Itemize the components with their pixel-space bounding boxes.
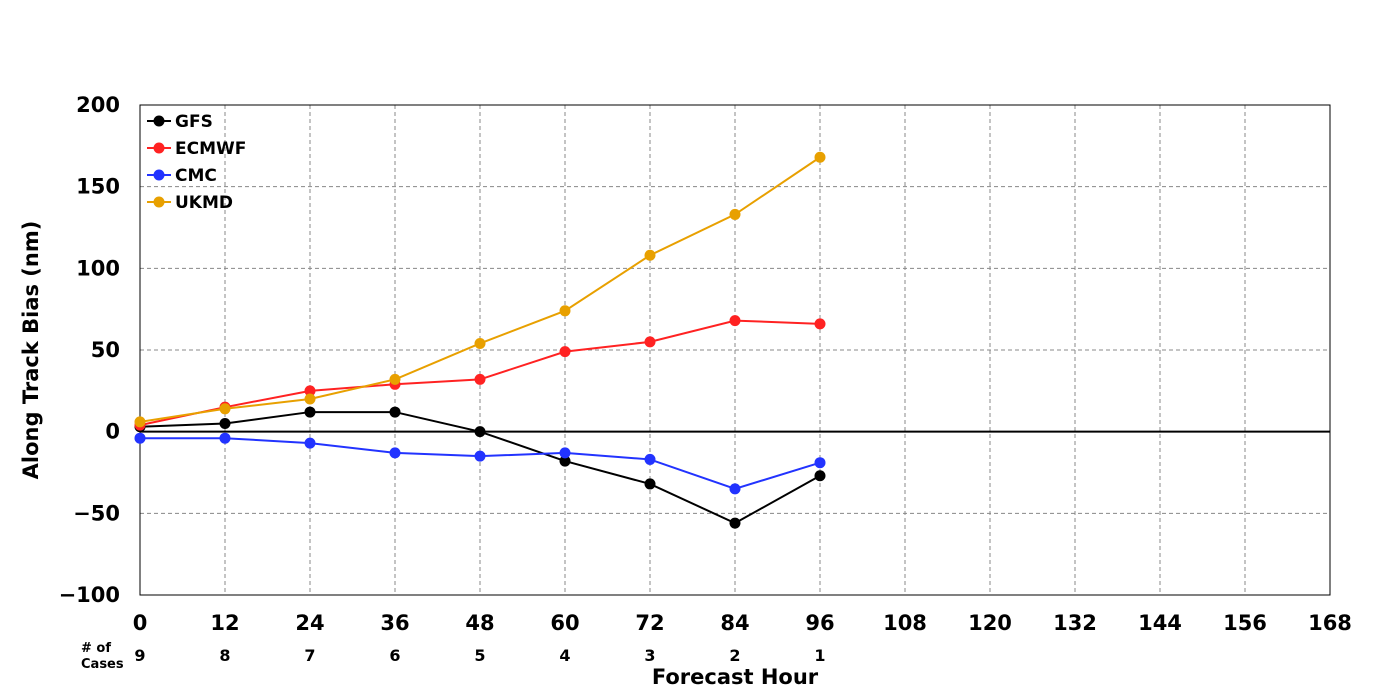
legend-item-gfs: GFS <box>147 112 213 132</box>
series-cmc <box>134 432 826 495</box>
data-point-cmc <box>134 432 146 444</box>
y-axis-title: Along Track Bias (nm) <box>19 221 43 480</box>
x-tick-label: 156 <box>1223 611 1267 635</box>
y-tick-label: 0 <box>105 420 120 444</box>
cases-header-line2: Cases <box>81 657 124 672</box>
case-count-label: 6 <box>389 646 400 665</box>
data-point-ukmd <box>644 249 656 261</box>
x-tick-label: 144 <box>1138 611 1182 635</box>
data-point-ukmd <box>389 373 401 385</box>
legend: GFS ECMWF CMC UKMD <box>147 112 246 213</box>
case-count-label: 7 <box>304 646 315 665</box>
case-count-label: 4 <box>559 646 570 665</box>
data-point-ukmd <box>729 208 741 220</box>
legend-label: ECMWF <box>175 139 246 159</box>
x-tick-label: 60 <box>550 611 579 635</box>
x-tick-label: 96 <box>805 611 834 635</box>
plot-frame <box>139 104 1331 596</box>
data-point-cmc <box>729 483 741 495</box>
data-point-gfs <box>474 426 486 438</box>
x-tick-label: 168 <box>1308 611 1352 635</box>
case-count-label: 8 <box>219 646 230 665</box>
case-count-label: 1 <box>814 646 825 665</box>
legend-label: GFS <box>175 112 213 132</box>
data-point-gfs <box>644 478 656 490</box>
legend-swatch-marker <box>153 142 165 154</box>
data-point-ecmwf <box>559 346 571 358</box>
data-point-gfs <box>304 406 316 418</box>
data-point-ukmd <box>219 403 231 415</box>
data-point-ukmd <box>559 305 571 317</box>
legend-swatch-marker <box>153 169 165 181</box>
x-tick-label: 132 <box>1053 611 1097 635</box>
data-point-gfs <box>389 406 401 418</box>
legend-label: CMC <box>175 166 217 186</box>
x-tick-label: 72 <box>635 611 664 635</box>
data-point-gfs <box>219 418 231 429</box>
x-tick-label: 0 <box>133 611 148 635</box>
data-point-ecmwf <box>814 318 826 330</box>
case-count-label: 2 <box>729 646 740 665</box>
series-gfs <box>134 406 826 529</box>
y-tick-label: 150 <box>76 175 120 199</box>
series-lines <box>134 151 826 529</box>
data-point-ukmd <box>304 393 316 405</box>
data-point-cmc <box>474 450 486 462</box>
legend-swatch-marker <box>153 115 165 127</box>
data-point-ecmwf <box>729 315 741 327</box>
series-ukmd <box>134 151 826 428</box>
data-point-gfs <box>814 470 826 482</box>
y-tick-label: −50 <box>73 501 120 525</box>
y-tick-label: 100 <box>76 256 120 280</box>
data-point-gfs <box>729 517 741 529</box>
legend-swatch-marker <box>153 196 165 208</box>
x-tick-labels: 0 12 24 36 48 60 72 84 96 108 120 132 144 156 168 <box>133 611 1352 635</box>
x-tick-label: 36 <box>380 611 409 635</box>
x-tick-label: 84 <box>720 611 749 635</box>
y-tick-label: −100 <box>59 583 120 607</box>
cases-row: # of Cases 9 8 7 6 5 4 3 2 1 <box>81 641 826 672</box>
data-point-cmc <box>644 453 656 465</box>
case-count-label: 3 <box>644 646 655 665</box>
y-tick-labels: −100 −50 0 50 100 150 200 <box>59 93 120 607</box>
legend-item-ecmwf: ECMWF <box>147 139 246 159</box>
y-tick-label: 200 <box>76 93 120 117</box>
x-tick-label: 108 <box>883 611 927 635</box>
data-point-ecmwf <box>304 385 316 397</box>
data-point-cmc <box>559 447 571 459</box>
x-axis-title: Forecast Hour <box>652 665 819 689</box>
data-point-ukmd <box>474 337 486 349</box>
data-point-ukmd <box>814 151 826 163</box>
x-tick-label: 120 <box>968 611 1012 635</box>
data-point-gfs <box>559 455 571 467</box>
data-point-ecmwf <box>644 336 656 348</box>
case-count-label: 5 <box>474 646 485 665</box>
cases-header-line1: # of <box>81 641 111 656</box>
x-tick-label: 12 <box>210 611 239 635</box>
data-point-cmc <box>389 447 401 459</box>
data-point-ecmwf <box>474 373 486 385</box>
data-point-cmc <box>814 457 826 469</box>
data-point-ukmd <box>134 416 146 428</box>
case-count-label: 9 <box>134 646 145 665</box>
data-point-cmc <box>304 437 316 449</box>
grid-lines <box>140 105 1330 595</box>
x-tick-label: 24 <box>295 611 324 635</box>
y-tick-label: 50 <box>91 338 120 362</box>
data-point-cmc <box>219 432 231 444</box>
x-tick-label: 48 <box>465 611 494 635</box>
legend-item-ukmd: UKMD <box>147 193 233 213</box>
legend-label: UKMD <box>175 193 233 213</box>
legend-item-cmc: CMC <box>147 166 217 186</box>
